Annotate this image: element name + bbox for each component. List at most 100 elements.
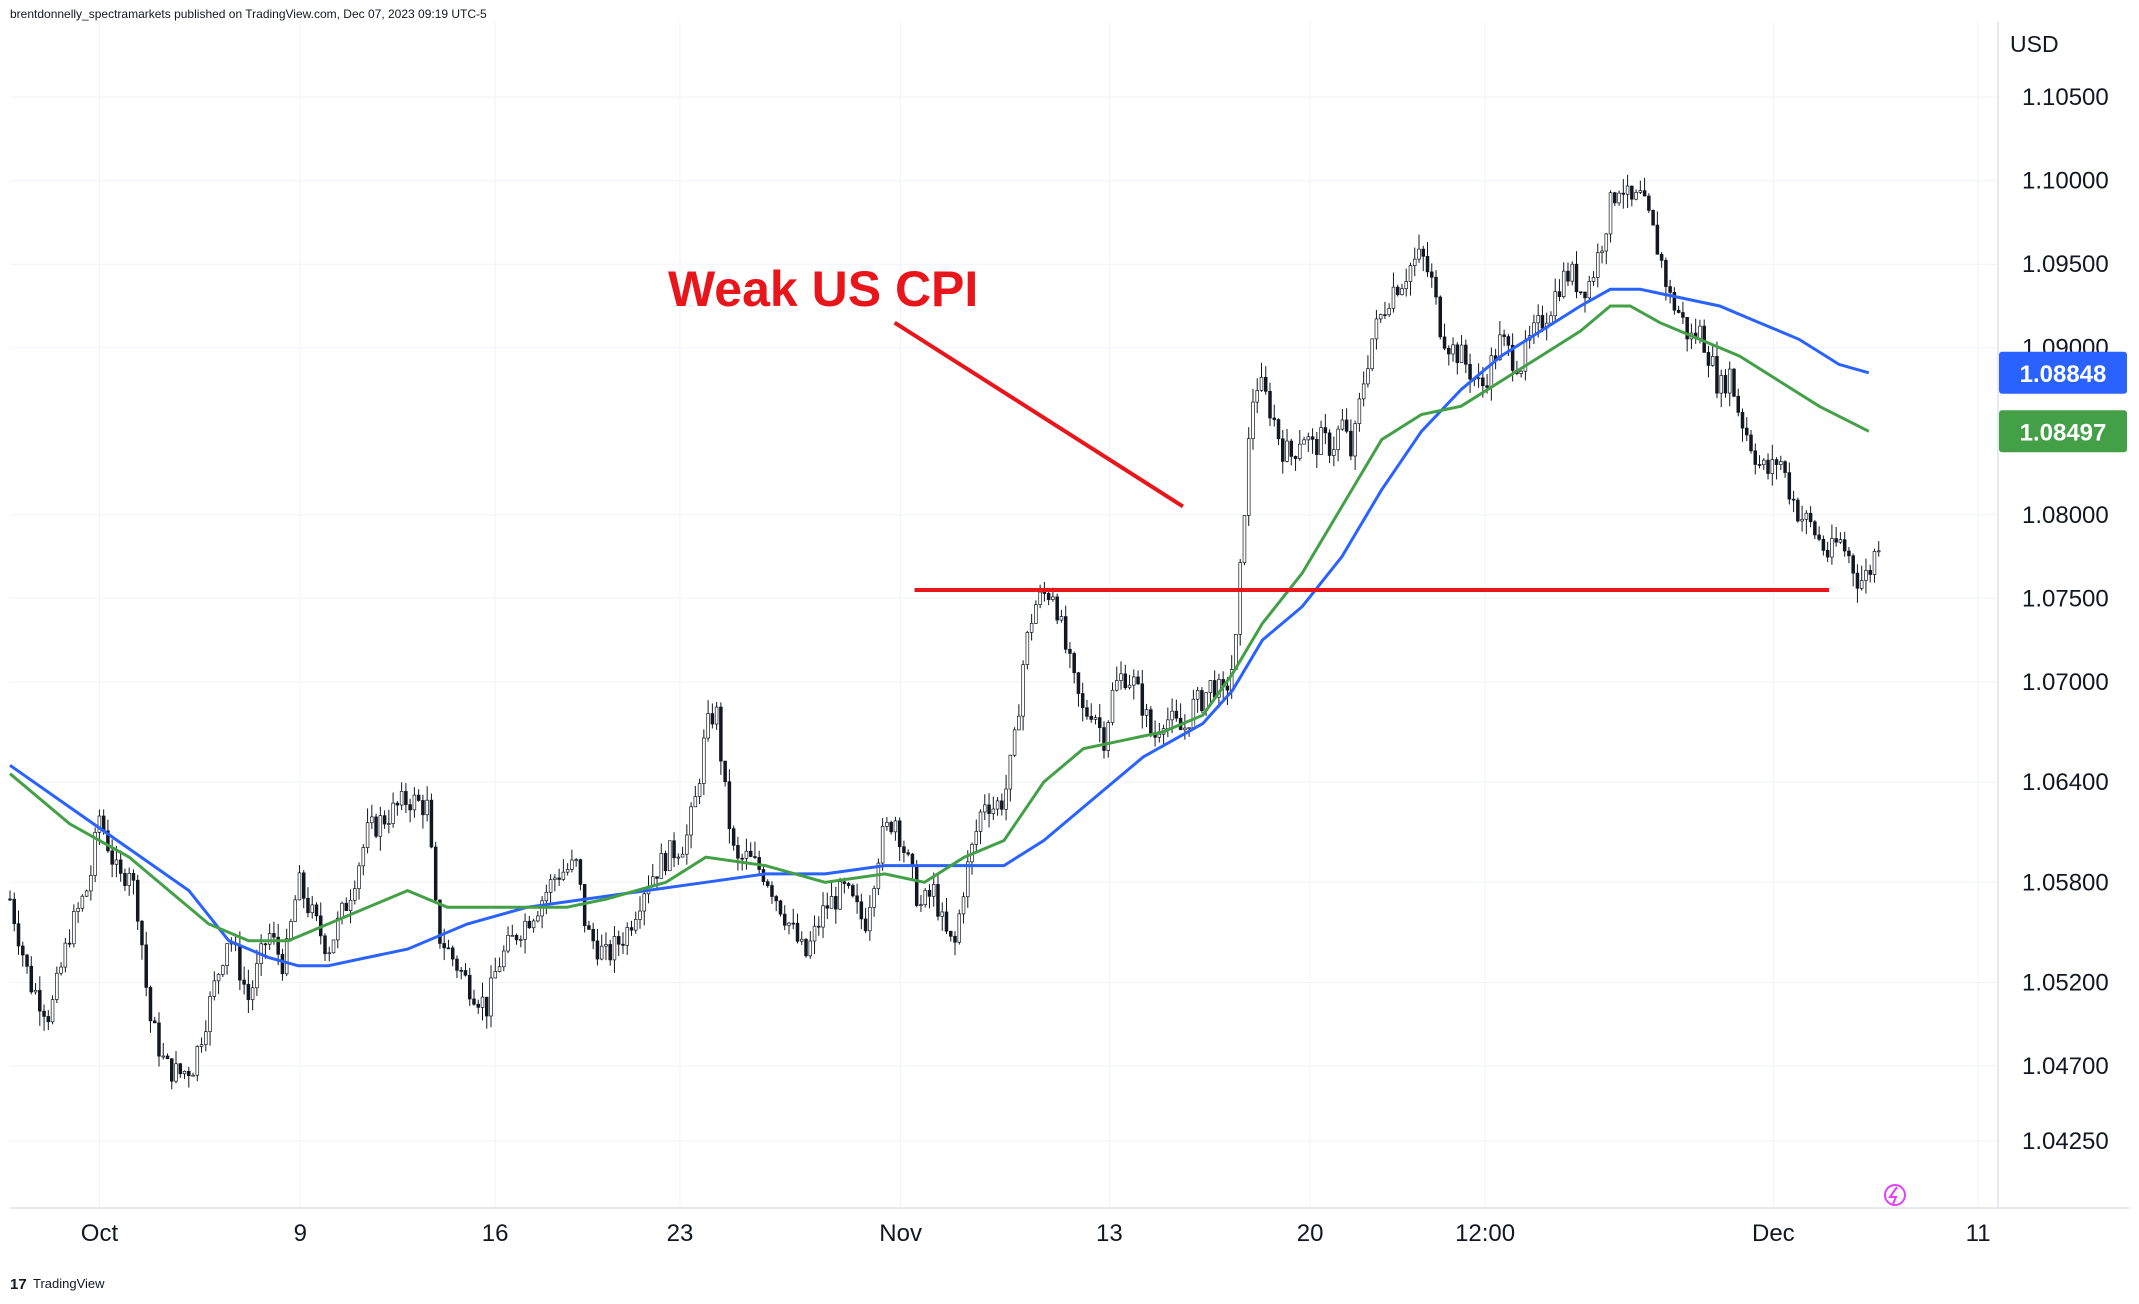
- candle: [1251, 388, 1255, 450]
- candle: [1553, 278, 1557, 323]
- candle: [927, 884, 932, 909]
- candle: [12, 892, 17, 932]
- candle: [697, 778, 702, 805]
- price-tick-label: 1.04250: [2022, 1128, 2109, 1155]
- price-tick-label: 1.10000: [2022, 168, 2109, 195]
- candle: [348, 889, 353, 924]
- candle: [365, 808, 370, 854]
- candle: [919, 895, 923, 912]
- candle: [1817, 526, 1821, 542]
- candle: [1578, 291, 1583, 295]
- time-tick-label: Oct: [81, 1220, 119, 1247]
- candle: [391, 792, 395, 828]
- candle: [212, 971, 217, 1001]
- candle: [1246, 427, 1251, 526]
- candle: [178, 1062, 183, 1078]
- time-tick-label: 12:00: [1455, 1220, 1515, 1247]
- candle: [744, 838, 749, 870]
- candle: [493, 957, 498, 979]
- candle: [689, 802, 693, 849]
- candle: [1425, 242, 1430, 277]
- candle: [727, 769, 732, 844]
- candle: [578, 858, 583, 891]
- candle: [966, 850, 970, 908]
- candle: [1315, 432, 1319, 469]
- candle: [782, 905, 787, 931]
- candle: [1438, 295, 1443, 340]
- candle: [1864, 558, 1868, 594]
- candle: [1561, 262, 1566, 299]
- candle: [1387, 303, 1391, 317]
- candle: [1557, 279, 1562, 302]
- candle: [944, 897, 949, 935]
- candle: [957, 909, 962, 945]
- candle: [1191, 689, 1196, 731]
- candle: [1166, 707, 1170, 738]
- candle: [1408, 262, 1413, 296]
- candle: [293, 895, 297, 922]
- candle: [1353, 420, 1357, 471]
- candle: [1753, 443, 1758, 475]
- annotations: Weak US CPI: [668, 261, 1830, 592]
- candle: [1745, 417, 1749, 442]
- candle: [723, 760, 727, 787]
- candle: [1259, 362, 1264, 392]
- currency-label: USD: [2010, 31, 2059, 57]
- candle: [633, 911, 638, 934]
- candle: [1455, 342, 1460, 375]
- candle: [1630, 185, 1634, 207]
- candle: [255, 949, 259, 996]
- candle: [902, 840, 906, 863]
- candle: [804, 938, 808, 958]
- candle: [1306, 432, 1311, 452]
- candle: [157, 1012, 161, 1067]
- candle: [536, 911, 540, 923]
- time-axis[interactable]: Oct 9 16 23 Nov 13 20 12:00 Dec 11: [81, 1220, 1991, 1247]
- candle: [378, 806, 383, 851]
- candle: [280, 948, 285, 981]
- tradingview-logo[interactable]: 17 TradingView: [10, 1276, 105, 1293]
- tradingview-logo-text: TradingView: [33, 1276, 105, 1291]
- candle: [455, 955, 459, 979]
- candle: [301, 870, 306, 909]
- candle: [50, 995, 55, 1025]
- price-tick-label: 1.04700: [2022, 1053, 2109, 1080]
- candle: [1847, 547, 1851, 564]
- candle: [795, 913, 800, 944]
- candle: [1821, 535, 1826, 556]
- lightning-icon[interactable]: [1884, 1184, 1906, 1206]
- candle: [1447, 345, 1451, 366]
- price-axis[interactable]: 1.105001.100001.095001.090001.080001.075…: [1999, 84, 2127, 1155]
- candle: [846, 882, 851, 889]
- candle: [489, 965, 493, 1028]
- blue-ma-price-label-bg: [1999, 351, 2127, 394]
- candle: [1715, 341, 1719, 399]
- candle: [1412, 247, 1417, 277]
- green-ma-line: [9, 304, 1870, 943]
- candle: [1574, 251, 1579, 299]
- annotation-pointer-line[interactable]: [893, 320, 1184, 509]
- candle: [714, 701, 719, 730]
- candle: [774, 894, 778, 912]
- candle: [267, 923, 272, 951]
- annotation-label[interactable]: Weak US CPI: [668, 261, 978, 317]
- candle: [983, 794, 987, 821]
- candle: [152, 1016, 157, 1024]
- candle: [991, 796, 996, 820]
- candle: [1498, 321, 1502, 361]
- time-tick-label: 11: [1966, 1220, 1991, 1247]
- candle: [1608, 190, 1613, 243]
- candle: [651, 864, 655, 888]
- candle: [1796, 497, 1800, 523]
- candle: [885, 817, 889, 831]
- candle: [89, 865, 93, 901]
- candle: [374, 813, 378, 839]
- candle: [1268, 382, 1272, 427]
- candle: [531, 918, 536, 933]
- price-tick-label: 1.08000: [2022, 502, 2109, 529]
- candle: [446, 939, 451, 950]
- green-ma-price-label-bg: [1999, 410, 2127, 453]
- candle: [1762, 458, 1766, 470]
- candle: [123, 868, 127, 891]
- candle: [72, 904, 76, 948]
